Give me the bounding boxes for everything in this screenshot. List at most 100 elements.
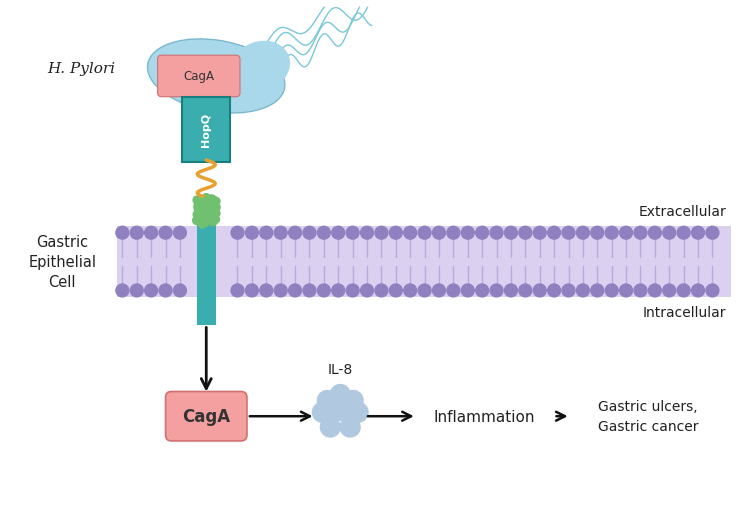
FancyBboxPatch shape <box>183 98 230 163</box>
Circle shape <box>130 285 143 297</box>
Circle shape <box>605 285 618 297</box>
Circle shape <box>332 227 345 240</box>
Circle shape <box>204 208 212 215</box>
Circle shape <box>340 417 360 437</box>
Circle shape <box>330 385 350 405</box>
Circle shape <box>476 285 489 297</box>
Text: Gastric
Epithelial
Cell: Gastric Epithelial Cell <box>28 235 96 289</box>
Circle shape <box>200 219 209 228</box>
Circle shape <box>206 206 214 214</box>
Circle shape <box>648 285 662 297</box>
Text: Extracellular: Extracellular <box>638 205 726 219</box>
Text: CagA: CagA <box>183 407 230 426</box>
Circle shape <box>193 196 201 205</box>
Circle shape <box>194 205 202 213</box>
Circle shape <box>193 211 201 219</box>
Circle shape <box>418 227 431 240</box>
Text: IL-8: IL-8 <box>328 362 353 376</box>
Circle shape <box>361 227 373 240</box>
Circle shape <box>130 227 143 240</box>
Circle shape <box>648 227 662 240</box>
Text: HopQ: HopQ <box>201 113 212 147</box>
Circle shape <box>490 227 503 240</box>
Circle shape <box>605 227 618 240</box>
Circle shape <box>577 227 589 240</box>
Circle shape <box>361 285 373 297</box>
Circle shape <box>634 285 647 297</box>
Ellipse shape <box>232 42 290 92</box>
Circle shape <box>663 227 676 240</box>
Circle shape <box>116 285 129 297</box>
Circle shape <box>533 285 546 297</box>
Ellipse shape <box>148 40 285 114</box>
Circle shape <box>209 218 217 226</box>
Circle shape <box>260 285 273 297</box>
Circle shape <box>245 285 259 297</box>
Circle shape <box>194 203 202 211</box>
Circle shape <box>212 210 220 218</box>
Circle shape <box>245 227 259 240</box>
Circle shape <box>174 285 186 297</box>
Circle shape <box>533 227 546 240</box>
Circle shape <box>562 227 575 240</box>
Circle shape <box>197 215 204 222</box>
Circle shape <box>519 227 532 240</box>
Circle shape <box>320 417 340 437</box>
Circle shape <box>348 403 368 422</box>
Circle shape <box>677 285 690 297</box>
Circle shape <box>203 194 210 202</box>
Circle shape <box>208 212 215 220</box>
Circle shape <box>317 391 337 410</box>
Circle shape <box>519 285 532 297</box>
Circle shape <box>346 227 359 240</box>
FancyBboxPatch shape <box>158 56 240 98</box>
Circle shape <box>204 200 212 208</box>
Text: Gastric ulcers,
Gastric cancer: Gastric ulcers, Gastric cancer <box>597 400 698 433</box>
Circle shape <box>691 285 705 297</box>
Circle shape <box>198 221 206 229</box>
Circle shape <box>461 285 475 297</box>
FancyBboxPatch shape <box>197 225 216 325</box>
Circle shape <box>447 285 460 297</box>
Circle shape <box>691 227 705 240</box>
Circle shape <box>274 227 287 240</box>
Circle shape <box>203 213 210 221</box>
Circle shape <box>312 403 332 422</box>
Circle shape <box>663 285 676 297</box>
Circle shape <box>274 285 287 297</box>
FancyBboxPatch shape <box>165 392 247 441</box>
Circle shape <box>677 227 690 240</box>
Circle shape <box>332 285 345 297</box>
Circle shape <box>490 285 503 297</box>
Circle shape <box>212 204 220 212</box>
Circle shape <box>195 209 203 217</box>
Circle shape <box>390 227 402 240</box>
Circle shape <box>212 216 220 224</box>
Circle shape <box>620 227 633 240</box>
Text: H. Pylori: H. Pylori <box>48 62 115 76</box>
Circle shape <box>317 285 330 297</box>
Circle shape <box>288 227 302 240</box>
Circle shape <box>206 202 214 209</box>
Circle shape <box>208 195 216 204</box>
Text: CagA: CagA <box>183 70 215 83</box>
Circle shape <box>447 227 460 240</box>
Circle shape <box>706 227 719 240</box>
Circle shape <box>504 285 517 297</box>
Circle shape <box>145 285 158 297</box>
Circle shape <box>288 285 302 297</box>
Circle shape <box>343 391 363 410</box>
Circle shape <box>548 285 560 297</box>
Circle shape <box>577 285 589 297</box>
Circle shape <box>562 285 575 297</box>
Circle shape <box>418 285 431 297</box>
Circle shape <box>476 227 489 240</box>
Circle shape <box>145 227 158 240</box>
Circle shape <box>159 285 172 297</box>
Circle shape <box>404 285 416 297</box>
Circle shape <box>433 285 446 297</box>
Circle shape <box>504 227 517 240</box>
Circle shape <box>174 227 186 240</box>
Circle shape <box>317 227 330 240</box>
Circle shape <box>591 227 603 240</box>
